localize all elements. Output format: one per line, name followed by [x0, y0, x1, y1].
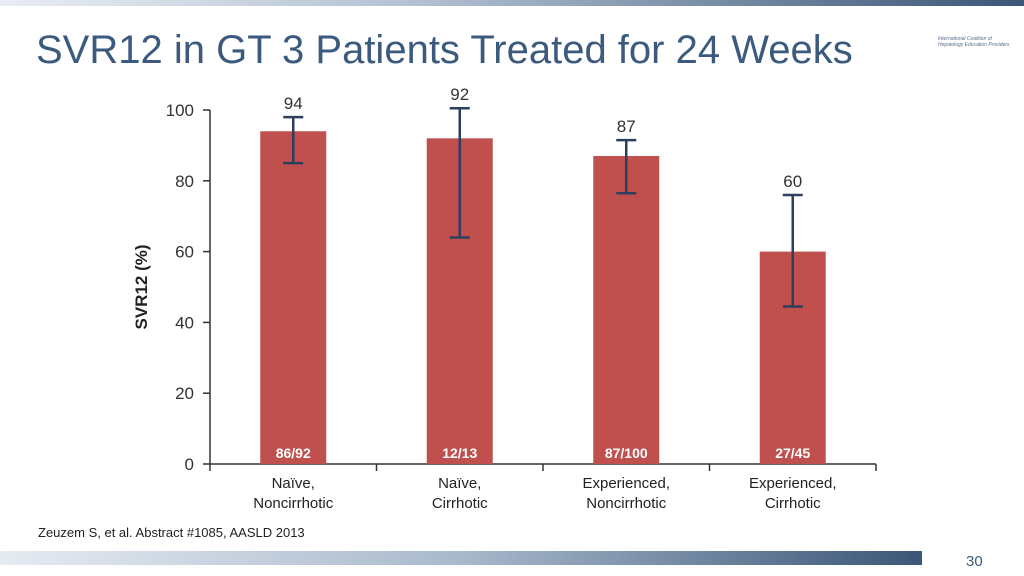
y-tick-label: 100	[166, 101, 194, 120]
x-tick-label: Experienced,	[582, 475, 670, 492]
count-label: 27/45	[775, 445, 810, 461]
y-axis-label: SVR12 (%)	[132, 244, 151, 329]
bar	[593, 156, 660, 464]
count-label: 87/100	[605, 445, 648, 461]
x-tick-label: Cirrhotic	[765, 495, 821, 512]
x-tick-label: Naïve,	[438, 475, 481, 492]
logo-line-2: Hepatology Education Providers	[938, 42, 1010, 48]
data-label: 60	[783, 172, 802, 191]
bottom-decorative-band	[0, 551, 922, 565]
top-decorative-band	[0, 0, 1024, 6]
y-tick-label: 20	[175, 384, 194, 403]
organization-logo: International Coalition of Hepatology Ed…	[938, 36, 1020, 48]
data-label: 87	[617, 117, 636, 136]
slide-title: SVR12 in GT 3 Patients Treated for 24 We…	[36, 28, 853, 72]
bar	[260, 131, 327, 465]
x-tick-label: Cirrhotic	[432, 495, 488, 512]
x-tick-label: Naïve,	[272, 475, 315, 492]
x-tick-label: Experienced,	[749, 475, 837, 492]
data-label: 94	[284, 94, 303, 113]
y-tick-label: 40	[175, 313, 194, 332]
logo-line-1: International Coalition of	[938, 36, 992, 42]
data-label: 92	[450, 85, 469, 104]
y-tick-label: 60	[175, 243, 194, 262]
count-label: 12/13	[442, 445, 477, 461]
y-tick-label: 80	[175, 172, 194, 191]
citation: Zeuzem S, et al. Abstract #1085, AASLD 2…	[38, 525, 305, 540]
x-tick-label: Noncirrhotic	[586, 495, 667, 512]
page-number: 30	[966, 553, 983, 570]
x-tick-label: Noncirrhotic	[253, 495, 334, 512]
y-tick-label: 0	[185, 455, 194, 474]
count-label: 86/92	[276, 445, 311, 461]
